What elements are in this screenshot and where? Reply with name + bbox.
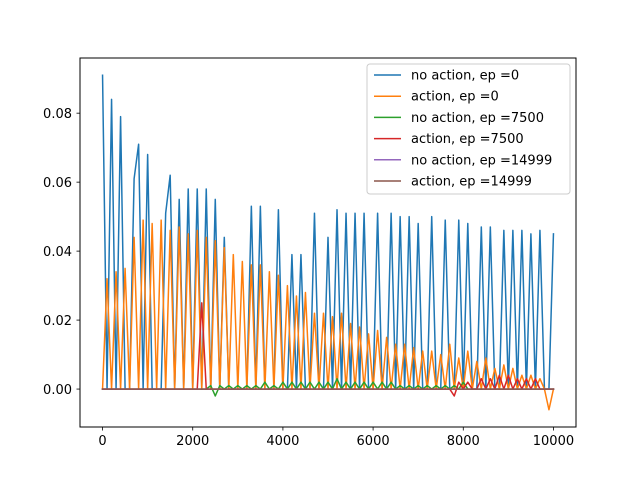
legend-label-1: no action, ep =0 — [411, 69, 519, 84]
x-tick-label: 6000 — [357, 434, 390, 449]
y-tick-label: 0.04 — [43, 245, 72, 260]
x-tick-label: 10000 — [533, 434, 574, 449]
legend-label-2: action, ep =0 — [411, 90, 499, 105]
x-tick-label: 0 — [98, 434, 106, 449]
legend-label-5: no action, ep =14999 — [411, 153, 552, 168]
legend-frame — [366, 63, 571, 195]
legend-label-4: action, ep =7500 — [411, 132, 524, 147]
series-layer — [101, 74, 555, 411]
y-tick-label: 0.06 — [43, 176, 72, 191]
legend: no action, ep =0 action, ep =0 no action, … — [366, 63, 571, 195]
plot-frame — [79, 57, 577, 428]
y-tick-label: 0.00 — [43, 383, 72, 398]
x-axis: 0 2000 4000 6000 8000 10000 — [98, 427, 574, 449]
legend-label-3: no action, ep =7500 — [411, 111, 544, 126]
x-tick-label: 4000 — [266, 434, 299, 449]
y-tick-label: 0.08 — [43, 107, 72, 122]
x-tick-label: 2000 — [176, 434, 209, 449]
legend-label-6: action, ep =14999 — [411, 175, 532, 190]
y-axis: 0.00 0.02 0.04 0.06 0.08 — [43, 107, 80, 398]
x-tick-label: 8000 — [447, 434, 480, 449]
y-tick-label: 0.02 — [43, 314, 72, 329]
